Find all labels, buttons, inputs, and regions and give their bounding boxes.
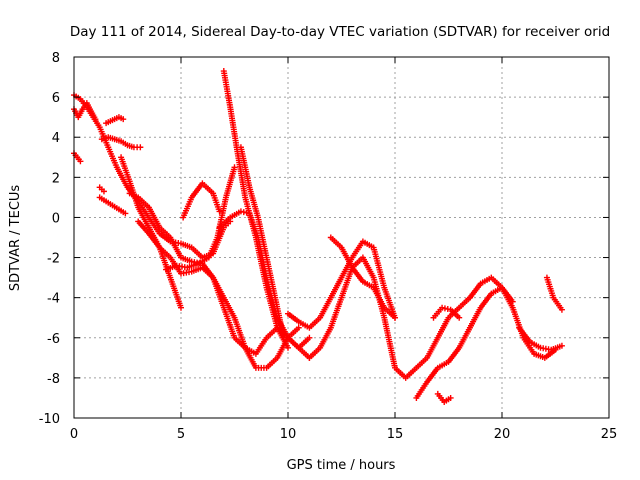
data-point: [92, 116, 99, 123]
y-tick-label: 8: [52, 51, 60, 66]
y-tick-label: -8: [47, 372, 60, 387]
data-point: [120, 116, 127, 123]
x-tick-label: 10: [280, 427, 297, 442]
series-track-6: [96, 184, 107, 195]
series-track-18: [327, 234, 398, 321]
x-tick-label: 15: [387, 427, 404, 442]
series-track-20: [430, 304, 463, 321]
y-tick-label: 0: [52, 211, 60, 226]
series-track-12: [163, 164, 238, 273]
grid-layer: [74, 57, 609, 418]
x-tick-label: 20: [494, 427, 511, 442]
y-axis-label: SDTVAR / TECUs: [8, 185, 23, 292]
series-track-22: [466, 274, 516, 305]
series-track-21: [434, 390, 454, 405]
x-tick-label: 5: [177, 427, 185, 442]
data-point: [295, 324, 302, 331]
series-track-4: [98, 134, 144, 151]
y-tick-label: 2: [52, 171, 60, 186]
series-track-23: [543, 274, 565, 313]
data-point: [456, 314, 463, 321]
x-tick-label: 0: [70, 427, 78, 442]
y-tick-label: -2: [47, 252, 60, 267]
data-point: [558, 342, 565, 349]
series-track-24: [516, 324, 565, 353]
y-tick-label: -4: [47, 292, 60, 307]
series-track-1: [71, 92, 234, 261]
x-axis-label: GPS time / hours: [287, 458, 396, 473]
data-point: [509, 298, 516, 305]
series-track-2: [71, 100, 99, 123]
data-point: [100, 188, 107, 195]
data-point: [392, 314, 398, 321]
data-point: [285, 344, 291, 351]
y-tick-label: -10: [39, 412, 60, 427]
x-tick-label: 25: [601, 427, 618, 442]
series-track-16: [285, 238, 398, 331]
y-tick-label: 6: [52, 91, 60, 106]
y-tick-label: 4: [52, 131, 60, 146]
data-point: [137, 144, 144, 151]
data-point: [178, 304, 184, 311]
data-points: [71, 68, 565, 405]
data-point: [558, 306, 565, 313]
chart-title: Day 111 of 2014, Sidereal Day-to-day VTE…: [70, 24, 610, 40]
data-point: [231, 164, 238, 171]
series-track-7: [96, 194, 129, 217]
data-point: [306, 334, 313, 341]
series-track-5: [71, 150, 84, 165]
plot-frame: [73, 56, 610, 419]
y-tick-label: -6: [47, 332, 60, 347]
series-track-3: [103, 114, 127, 127]
series-track-11: [180, 180, 223, 221]
series-track-15: [216, 208, 313, 351]
axis-ticks: 0 5 10 15 20 25 -10 -8 -6 -4 -2 0 2 4 6 8: [39, 51, 618, 442]
series-track-14: [237, 144, 287, 341]
data-point: [77, 158, 84, 165]
data-point: [447, 394, 454, 401]
data-point: [122, 210, 129, 217]
